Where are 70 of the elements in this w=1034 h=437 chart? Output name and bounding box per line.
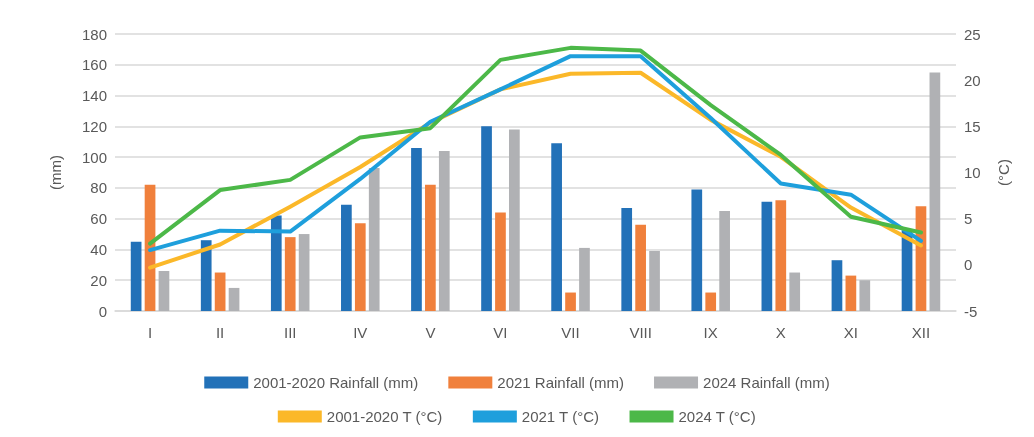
- bar: [200, 240, 212, 311]
- y-tick-label: 40: [90, 240, 107, 258]
- bar: [649, 250, 660, 311]
- bar: [368, 167, 380, 311]
- y2-axis-title: (°C): [995, 159, 1012, 186]
- y-tick-label: 180: [81, 25, 107, 43]
- x-tick-label: V: [425, 324, 436, 341]
- x-tick-label: III: [283, 324, 297, 341]
- legend-label: 2001-2020 T (°C): [326, 408, 443, 425]
- bar: [929, 72, 941, 311]
- y2-tick-label: 20: [964, 71, 981, 89]
- legend-label: 2021 Rainfall (mm): [497, 374, 625, 391]
- bar: [495, 212, 506, 311]
- bar: [635, 224, 646, 311]
- bar: [214, 272, 226, 311]
- bar: [341, 204, 352, 311]
- y-tick-label: 20: [90, 271, 107, 289]
- bar: [761, 201, 773, 311]
- bar: [579, 247, 590, 311]
- y-tick-label: 60: [90, 210, 107, 228]
- y2-tick-label: 15: [964, 117, 981, 135]
- x-tick-label: X: [775, 324, 786, 341]
- bar: [845, 275, 857, 311]
- bar: [789, 272, 801, 311]
- bar: [509, 129, 520, 311]
- x-tick-label: I: [147, 324, 153, 341]
- y2-tick-label: 10: [964, 164, 981, 181]
- y2-tick-label: 5: [964, 210, 973, 228]
- bar: [691, 189, 703, 311]
- legend-label: 2001-2020 Rainfall (mm): [253, 374, 419, 391]
- x-tick-label: VII: [561, 324, 580, 341]
- x-tick-label: IV: [353, 324, 368, 341]
- y2-tick-label: 25: [964, 25, 981, 43]
- bar: [859, 280, 871, 311]
- legend-label: 2021 T (°C): [521, 408, 599, 425]
- y-tick-label: 100: [81, 148, 107, 166]
- bar: [705, 292, 717, 311]
- legend-label: 2024 T (°C): [678, 408, 756, 425]
- y-tick-label: 140: [81, 87, 107, 105]
- x-tick-label: VI: [493, 324, 508, 341]
- y2-tick-label: 0: [964, 256, 973, 274]
- bar: [565, 292, 576, 311]
- bar: [354, 223, 366, 311]
- y-tick-label: 160: [81, 56, 107, 74]
- bar: [425, 184, 436, 311]
- x-tick-label: IX: [703, 324, 718, 341]
- legend-label: 2024 Rainfall (mm): [703, 374, 830, 391]
- bar: [481, 126, 492, 311]
- bar: [228, 287, 240, 311]
- x-tick-label: XI: [843, 324, 858, 341]
- bar: [270, 215, 282, 311]
- bar: [551, 143, 562, 311]
- y-axis-title: (mm): [47, 155, 64, 190]
- y2-tick-label: -5: [964, 302, 978, 320]
- bar: [130, 241, 142, 311]
- bar: [831, 260, 843, 311]
- bar: [158, 270, 170, 311]
- y-tick-label: 0: [98, 302, 107, 320]
- bar: [775, 200, 787, 311]
- bar: [284, 237, 296, 311]
- bar: [621, 207, 633, 311]
- bar: [438, 150, 450, 311]
- x-tick-label: XII: [911, 324, 931, 341]
- y-tick-label: 120: [81, 117, 107, 135]
- x-tick-label: VIII: [629, 324, 652, 341]
- bar: [298, 234, 310, 311]
- y-tick-label: 80: [90, 179, 107, 197]
- x-tick-label: II: [215, 324, 225, 341]
- bar: [719, 210, 730, 311]
- bar: [411, 147, 422, 311]
